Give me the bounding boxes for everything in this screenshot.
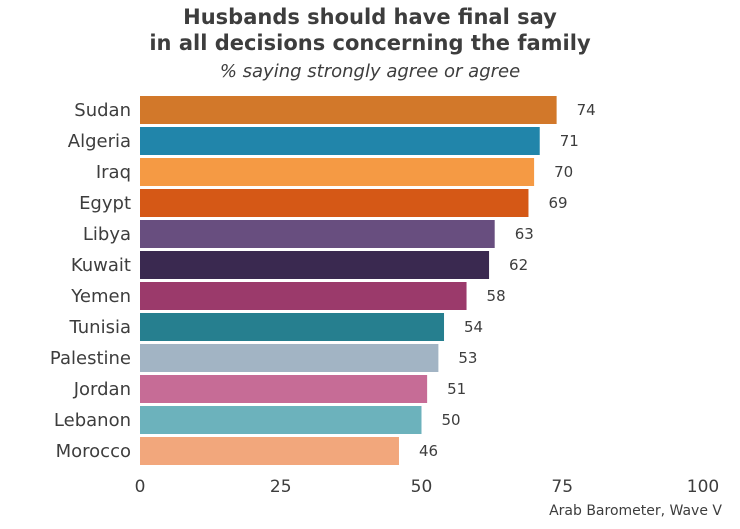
bar-kuwait [140, 251, 490, 279]
x-tick-50: 50 [411, 477, 433, 497]
bar-tunisia [140, 313, 445, 341]
category-label-libya: Libya [83, 224, 131, 245]
value-label-lebanon: 50 [442, 411, 461, 429]
category-label-lebanon: Lebanon [54, 410, 131, 431]
chart-title-line1: Husbands should have final say [183, 5, 557, 29]
category-label-algeria: Algeria [68, 131, 131, 152]
bar-egypt [140, 189, 529, 217]
bar-jordan [140, 375, 428, 403]
value-label-palestine: 53 [458, 349, 477, 367]
x-tick-100: 100 [687, 477, 719, 497]
category-label-palestine: Palestine [50, 348, 131, 369]
x-tick-25: 25 [270, 477, 292, 497]
category-label-yemen: Yemen [70, 286, 131, 307]
value-label-jordan: 51 [447, 380, 466, 398]
bar-algeria [140, 127, 540, 155]
value-label-libya: 63 [515, 225, 534, 243]
chart-title-line2: in all decisions concerning the family [149, 31, 591, 55]
x-tick-0: 0 [135, 477, 146, 497]
chart-subtitle: % saying strongly agree or agree [219, 61, 521, 82]
category-label-tunisia: Tunisia [69, 317, 132, 338]
value-label-iraq: 70 [554, 163, 573, 181]
bar-sudan [140, 96, 557, 124]
value-label-yemen: 58 [487, 287, 506, 305]
bar-yemen [140, 282, 467, 310]
category-label-sudan: Sudan [74, 100, 131, 121]
category-label-kuwait: Kuwait [71, 255, 131, 276]
category-label-morocco: Morocco [56, 441, 131, 462]
value-label-kuwait: 62 [509, 256, 528, 274]
bar-iraq [140, 158, 535, 186]
value-label-tunisia: 54 [464, 318, 483, 336]
bar-libya [140, 220, 495, 248]
value-label-sudan: 74 [577, 101, 596, 119]
bar-lebanon [140, 406, 422, 434]
value-label-algeria: 71 [560, 132, 579, 150]
value-label-egypt: 69 [548, 194, 567, 212]
source-note: Arab Barometer, Wave V [549, 503, 722, 519]
bar-morocco [140, 437, 399, 465]
bar-palestine [140, 344, 439, 372]
category-label-jordan: Jordan [73, 379, 131, 400]
value-label-morocco: 46 [419, 442, 438, 460]
category-label-egypt: Egypt [79, 193, 131, 214]
x-tick-75: 75 [551, 477, 573, 497]
category-label-iraq: Iraq [96, 162, 131, 183]
